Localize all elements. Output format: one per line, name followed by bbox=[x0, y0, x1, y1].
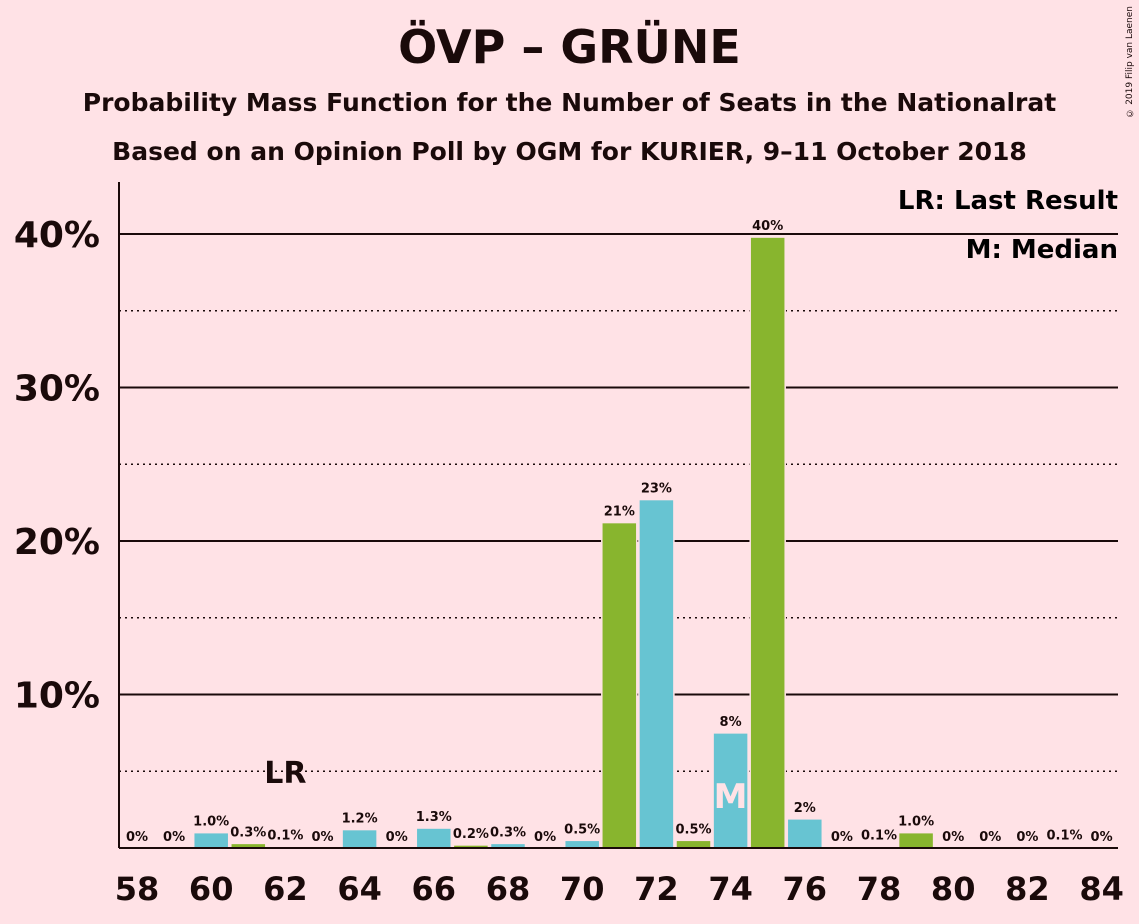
x-tick-label: 76 bbox=[783, 870, 828, 908]
y-tick-label: 30% bbox=[14, 369, 100, 410]
y-tick-label: 20% bbox=[14, 522, 100, 563]
data-labels-group: 0% 0%1.0%0.3% 0.1% 0%1.2%0%1.3%0.2% 0.3% 0%0.… bbox=[126, 219, 1113, 845]
bar-seat-60 bbox=[192, 831, 230, 849]
x-tick-label: 66 bbox=[412, 870, 457, 908]
bar-seat-72 bbox=[638, 498, 675, 849]
data-label-seat-62: 0.1% bbox=[267, 828, 303, 843]
x-tick-label: 70 bbox=[560, 870, 605, 908]
data-label-seat-83: 0.1% bbox=[1046, 828, 1082, 843]
data-label-seat-65: 0% bbox=[386, 830, 408, 845]
data-label-seat-69: 0% bbox=[534, 830, 556, 845]
data-label-seat-81: 0% bbox=[979, 830, 1001, 845]
chart-subtitle-2: Based on an Opinion Poll by OGM for KURI… bbox=[112, 137, 1027, 166]
bar-seat-76 bbox=[786, 818, 824, 849]
data-label-seat-58: 0% bbox=[126, 830, 148, 845]
data-label-seat-61: 0.3% bbox=[230, 825, 266, 840]
axes-group: 10% 20% 30% 40% 58 60 62 64 66 68 70 72 74 76 78 80 82 84 bbox=[14, 182, 1124, 908]
chart-title: ÖVP – GRÜNE bbox=[398, 20, 741, 74]
x-tick-label: 78 bbox=[857, 870, 902, 908]
bar-seat-64 bbox=[341, 828, 378, 849]
data-label-seat-79: 1.0% bbox=[898, 815, 934, 830]
x-tick-label: 58 bbox=[115, 870, 160, 908]
x-tick-label: 82 bbox=[1005, 870, 1050, 908]
chart-subtitle-1: Probability Mass Function for the Number… bbox=[82, 88, 1057, 117]
x-tick-label: 64 bbox=[337, 870, 382, 908]
data-label-seat-63: 0% bbox=[311, 830, 333, 845]
data-label-seat-80: 0% bbox=[942, 830, 964, 845]
data-label-seat-68: 0.3% bbox=[490, 825, 526, 840]
median-marker: M bbox=[714, 777, 748, 817]
data-label-seat-72: 23% bbox=[641, 482, 672, 497]
bar-seat-79 bbox=[897, 831, 935, 849]
data-label-seat-78: 0.1% bbox=[861, 828, 897, 843]
bar-seat-70 bbox=[563, 839, 601, 849]
x-tick-label: 74 bbox=[708, 870, 753, 908]
data-label-seat-71: 21% bbox=[604, 505, 635, 520]
data-label-seat-59: 0% bbox=[163, 830, 185, 845]
data-label-seat-77: 0% bbox=[831, 830, 853, 845]
bar-seat-71 bbox=[601, 521, 638, 849]
data-label-seat-70: 0.5% bbox=[564, 822, 600, 837]
x-tick-label: 68 bbox=[486, 870, 531, 908]
data-label-seat-60: 1.0% bbox=[193, 815, 229, 830]
x-tick-label: 72 bbox=[634, 870, 679, 908]
bar-seat-66 bbox=[415, 827, 453, 849]
data-label-seat-73: 0.5% bbox=[675, 822, 711, 837]
x-tick-label: 80 bbox=[931, 870, 976, 908]
data-label-seat-76: 2% bbox=[794, 801, 816, 816]
bars-group bbox=[192, 236, 1083, 849]
bar-seat-75 bbox=[749, 236, 786, 849]
bar-seat-74 bbox=[712, 732, 749, 849]
data-label-seat-84: 0% bbox=[1091, 830, 1113, 845]
legend-last-result: LR: Last Result bbox=[898, 186, 1118, 216]
x-tick-label: 84 bbox=[1079, 870, 1124, 908]
x-tick-label: 62 bbox=[263, 870, 308, 908]
data-label-seat-66: 1.3% bbox=[416, 810, 452, 825]
bar-seat-73 bbox=[675, 839, 712, 849]
data-label-seat-82: 0% bbox=[1016, 830, 1038, 845]
y-tick-label: 10% bbox=[14, 676, 100, 717]
legend-median: M: Median bbox=[966, 235, 1118, 265]
data-label-seat-64: 1.2% bbox=[342, 812, 378, 827]
data-label-seat-74: 8% bbox=[720, 715, 742, 730]
last-result-marker: LR bbox=[264, 756, 306, 791]
data-label-seat-75: 40% bbox=[752, 219, 783, 234]
y-tick-label: 40% bbox=[14, 215, 100, 256]
x-tick-label: 60 bbox=[189, 870, 234, 908]
data-label-seat-67: 0.2% bbox=[453, 827, 489, 842]
